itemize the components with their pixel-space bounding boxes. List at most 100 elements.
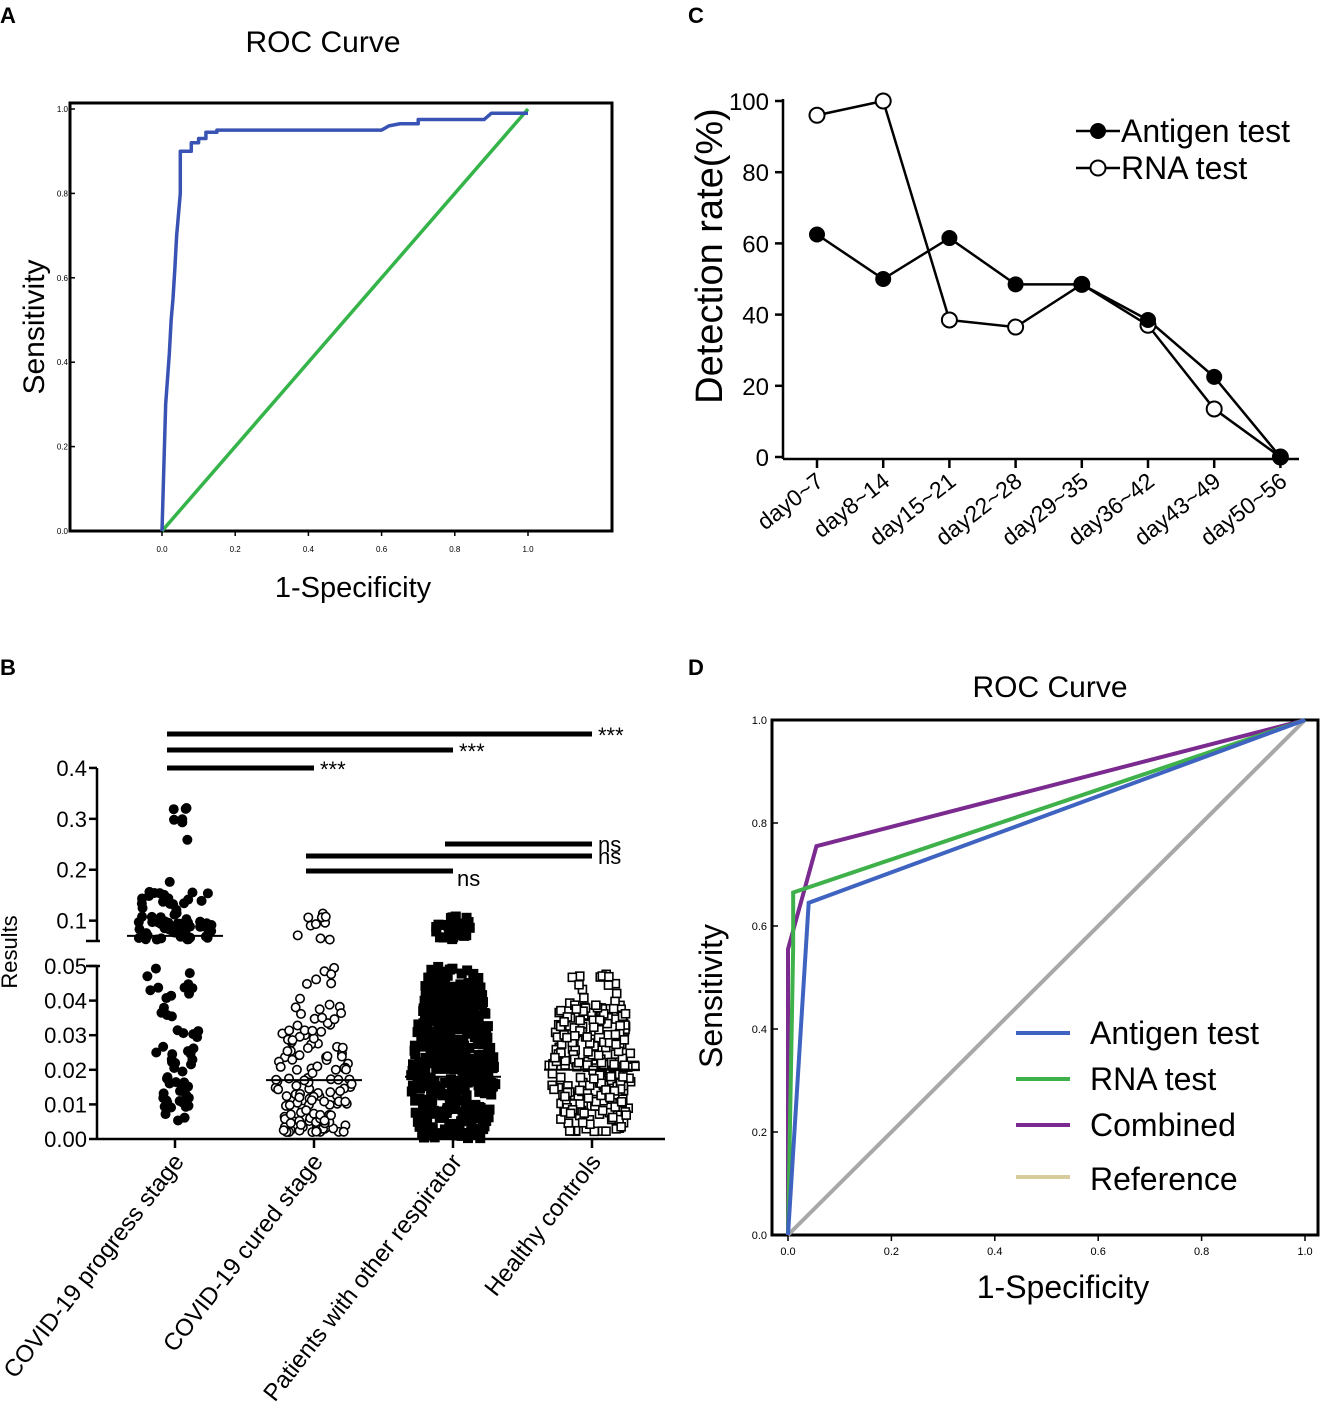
panel-b-point [422,1024,433,1035]
panel-b-point [456,968,467,979]
panel-a-y-tick-label: 0.2 [57,443,69,452]
panel-b-point [171,908,182,919]
panel-b-point [164,876,175,887]
panel-b-point [317,1012,328,1023]
panel-b-point [287,1054,298,1065]
panel-b-point [457,1065,468,1076]
panel-d-x-tick-label: 0.0 [780,1246,795,1258]
panel-b-point [482,1021,493,1032]
panel-b-point [441,1032,452,1043]
panel-b-point [407,1080,418,1091]
panel-b-point [423,991,434,1002]
panel-b-point [449,1077,460,1088]
panel-b-point [610,1102,621,1112]
panel-b-point [462,1028,473,1039]
panel-b-point [418,1132,429,1143]
panel-b-point [161,1073,172,1084]
panel-b-point [416,1036,427,1047]
panel-b-point [302,1043,313,1054]
panel-a-x-tick-label: 0.6 [376,545,388,554]
panel-d-x-tick-label: 0.6 [1091,1246,1106,1258]
panel-b-point [579,1108,589,1118]
panel-b-point [575,1015,585,1026]
panel-b-point [284,1025,295,1036]
panel-b-point [442,1104,453,1115]
panel-b-significance-label: ns [598,844,621,869]
panel-b-y-tick-label: 0.1 [56,909,87,934]
panel-d-legend-antigen-label: Antigen test [1090,1015,1259,1051]
panel-b-point [452,1005,463,1016]
panel-a-y-tick-label: 0.8 [57,189,69,198]
panel-b-point [591,1000,601,1011]
panel-b-point [413,1093,424,1104]
panel-b-point [597,1105,608,1116]
panel-b-point [287,1035,298,1046]
panel-d-y-tick-label: 0.0 [752,1230,767,1242]
panel-b-point [329,1014,340,1025]
panel-b-point [596,1090,606,1101]
panel-d-legend-reference-label: Reference [1090,1161,1238,1197]
panel-c-rna-point [874,92,892,110]
panel-b-point [409,1040,420,1051]
panel-b-point [444,922,455,933]
panel-b-point [445,1014,456,1025]
panel-b-point [285,1118,296,1129]
panel-b-point [448,1119,459,1130]
panel-b-point [310,919,321,930]
panel-b-point [319,1096,330,1107]
panel-b-point [574,1085,585,1096]
panel-b-point [418,1068,429,1079]
panel-b-point [172,1025,183,1036]
panel-b-point [206,925,217,936]
panel-d-x-tick-label: 0.8 [1194,1246,1209,1258]
panel-b-point [312,1061,323,1072]
panel-b-y-tick-label: 0.4 [56,756,87,781]
panel-d-title: ROC Curve [972,671,1127,704]
panel-b-point [326,1110,337,1121]
panel-d-y-tick-label: 1.0 [752,715,767,727]
panel-b-point [182,834,193,845]
panel-b-significance-label: *** [598,723,624,748]
panel-b-point [475,1111,486,1122]
panel-b-point [311,1126,322,1137]
panel-b-point [290,1002,301,1013]
panel-b-significance-label: ns [598,832,621,857]
panel-b-point [445,1090,456,1101]
panel-b-point [618,1072,628,1082]
panel-label-d: D [688,655,704,680]
panel-b-point [439,1124,450,1135]
panel-b-point [425,1013,436,1024]
panel-b-point [605,1092,615,1103]
panel-b-point [188,1029,199,1040]
panel-c-rna-point [808,106,826,124]
panel-c-antigen-line [816,233,1282,458]
panel-b-point [168,804,179,815]
panel-b-point [440,1077,451,1088]
panel-b-point [444,964,455,975]
panel-b-point [419,1111,430,1122]
panel-b-point [442,970,453,981]
panel-a-x-tick-label: 0.0 [156,545,168,554]
panel-b-point [145,985,156,996]
panel-b-point [435,1083,446,1094]
panel-b-point [619,1035,630,1045]
panel-b-point [447,1052,458,1063]
panel-b-point [151,934,162,945]
panel-b-point [616,1122,626,1132]
panel-b-point [582,1032,593,1042]
panel-a-title: ROC Curve [245,26,400,59]
panel-b-point [149,888,160,899]
panel-b-point [133,933,144,944]
panel-b-point [179,898,190,909]
panel-b-point [438,997,449,1008]
panel-b-point [337,1042,348,1053]
panel-b-point [451,1087,462,1098]
panel-a-roc-chart: ROC Curve 0.0 0.2 0.4 0.6 0.8 1.0 0.0 0.2 0.4 0.… [18,26,614,604]
panel-c-antigen-point [875,271,892,287]
panel-b-point [418,1018,429,1029]
panel-b-point [461,912,472,923]
panel-b-point [414,1056,425,1067]
panel-b-point [187,1054,198,1065]
panel-b-point [616,1096,627,1107]
panel-a-x-tick-label: 1.0 [522,545,534,554]
